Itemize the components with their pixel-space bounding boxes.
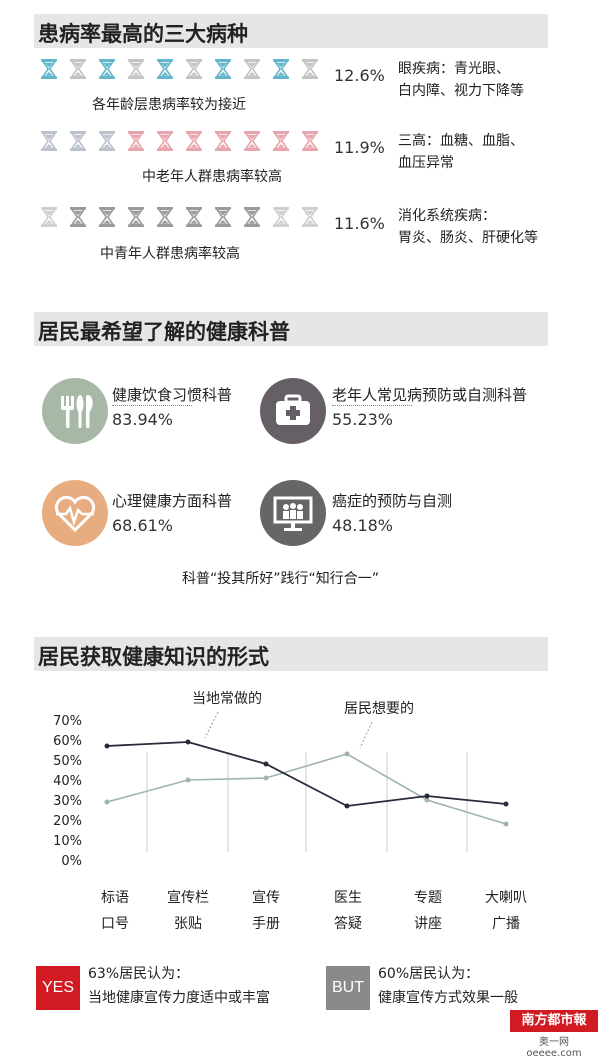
disease-desc: 眼疾病：青光眼、 白内障、视力下降等	[398, 61, 524, 99]
hourglass-icon	[301, 206, 319, 228]
yes-badge: YES	[36, 966, 80, 1010]
data-point	[185, 777, 191, 783]
disease-note: 中老年人群患病率较高	[142, 169, 282, 185]
yes-text: 63%居民认为： 当地健康宣传力度适中或丰富	[88, 966, 270, 1006]
hourglass-icon	[243, 58, 261, 80]
newspaper-logo: 南方都市報	[510, 1010, 598, 1032]
hourglass-icon	[69, 206, 87, 228]
annotation-leader	[204, 711, 219, 739]
x-category-label: 医生 答疑	[334, 890, 362, 932]
hourglass-icon	[98, 206, 116, 228]
hourglass-icon	[156, 130, 174, 152]
x-category-label: 宣传 手册	[252, 890, 280, 932]
heart-pulse-icon	[42, 480, 108, 546]
data-point	[263, 775, 269, 781]
hourglass-icon	[127, 130, 145, 152]
logo-subtitle: 奥一网 oeeee.com	[526, 1037, 582, 1059]
data-point	[503, 821, 509, 827]
hourglass-icon	[156, 58, 174, 80]
science-item-pct: 83.94%	[112, 410, 174, 429]
x-category-label: 大喇叭 广播	[485, 890, 527, 932]
hourglass-icon	[98, 130, 116, 152]
science-item-pct: 55.23%	[332, 410, 394, 429]
annotation-local: 当地常做的	[192, 691, 262, 707]
y-tick-label: 70%	[53, 714, 82, 729]
y-tick-label: 20%	[53, 814, 82, 829]
but-badge: BUT	[326, 966, 370, 1010]
utensils-icon	[42, 378, 108, 444]
y-tick-label: 40%	[53, 774, 82, 789]
hourglass-icon	[243, 206, 261, 228]
hourglass-icon	[214, 130, 232, 152]
hourglass-icon	[243, 130, 261, 152]
science-item-label: 老年人常见病预防或自测科普	[332, 386, 528, 404]
data-point	[503, 801, 509, 807]
hourglass-icon	[40, 130, 58, 152]
annotation-want: 居民想要的	[344, 701, 414, 717]
disease-pct: 11.9%	[334, 138, 385, 157]
hourglass-icon	[214, 206, 232, 228]
hourglass-icon	[185, 206, 203, 228]
disease-pct: 11.6%	[334, 214, 385, 233]
section-title-science: 居民最希望了解的健康科普	[38, 320, 290, 344]
disease-desc: 三高：血糖、血脂、 血压异常	[398, 133, 524, 171]
medical-kit-icon	[260, 378, 326, 444]
y-tick-label: 50%	[53, 754, 82, 769]
hourglass-icon	[272, 58, 290, 80]
hourglass-icon	[301, 130, 319, 152]
disease-note: 各年龄层患病率较为接近	[92, 97, 246, 113]
y-tick-label: 30%	[53, 794, 82, 809]
data-point	[424, 797, 430, 803]
y-tick-label: 0%	[61, 854, 82, 869]
x-category-label: 专题 讲座	[414, 890, 442, 932]
section-header-bar	[34, 637, 548, 671]
series-line	[106, 753, 507, 825]
presentation-icon	[260, 480, 326, 546]
y-tick-label: 10%	[53, 834, 82, 849]
hourglass-icon	[69, 130, 87, 152]
hourglass-icon	[127, 206, 145, 228]
data-point	[104, 743, 110, 749]
hourglass-icon	[69, 58, 87, 80]
science-item-label: 心理健康方面科普	[112, 492, 233, 510]
hourglass-icon	[185, 130, 203, 152]
data-point	[104, 799, 110, 805]
science-item-pct: 48.18%	[332, 516, 394, 535]
but-text: 60%居民认为： 健康宣传方式效果一般	[378, 966, 518, 1006]
series-line	[106, 741, 507, 807]
x-category-label: 标语 口号	[101, 890, 129, 932]
y-tick-label: 60%	[53, 734, 82, 749]
x-category-label: 宣传栏 张贴	[167, 890, 209, 932]
section-header-bar	[34, 312, 548, 346]
science-item-label: 癌症的预防与自测	[332, 492, 453, 510]
section-title-diseases: 患病率最高的三大病种	[38, 22, 248, 46]
disease-desc: 消化系统疾病： 胃炎、肠炎、肝硬化等	[398, 208, 538, 246]
dotted-divider	[332, 405, 412, 406]
hourglass-icon	[185, 58, 203, 80]
hourglass-icon	[127, 58, 145, 80]
data-point	[344, 803, 350, 809]
annotation-leader	[359, 721, 373, 749]
hourglass-icon	[98, 58, 116, 80]
disease-pct: 12.6%	[334, 66, 385, 85]
science-footer: 科普“投其所好”践行“知行合一”	[182, 571, 380, 587]
science-item-label: 健康饮食习惯科普	[112, 386, 233, 404]
data-point	[185, 739, 191, 745]
hourglass-icon	[40, 206, 58, 228]
hourglass-icon	[40, 58, 58, 80]
science-item-pct: 68.61%	[112, 516, 174, 535]
hourglass-icon	[301, 58, 319, 80]
section-title-forms: 居民获取健康知识的形式	[38, 645, 269, 669]
hourglass-icon	[272, 206, 290, 228]
data-point	[424, 793, 430, 799]
data-point	[344, 751, 350, 757]
disease-note: 中青年人群患病率较高	[100, 246, 240, 262]
hourglass-icon	[272, 130, 290, 152]
dotted-divider	[112, 405, 192, 406]
hourglass-icon	[156, 206, 174, 228]
hourglass-icon	[214, 58, 232, 80]
data-point	[263, 761, 269, 767]
section-header-bar	[34, 14, 548, 48]
